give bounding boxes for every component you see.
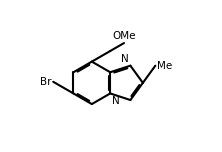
Text: OMe: OMe — [112, 31, 136, 41]
Text: N: N — [121, 54, 129, 64]
Text: N: N — [112, 95, 120, 105]
Text: Br: Br — [40, 77, 52, 87]
Text: Me: Me — [157, 61, 172, 71]
